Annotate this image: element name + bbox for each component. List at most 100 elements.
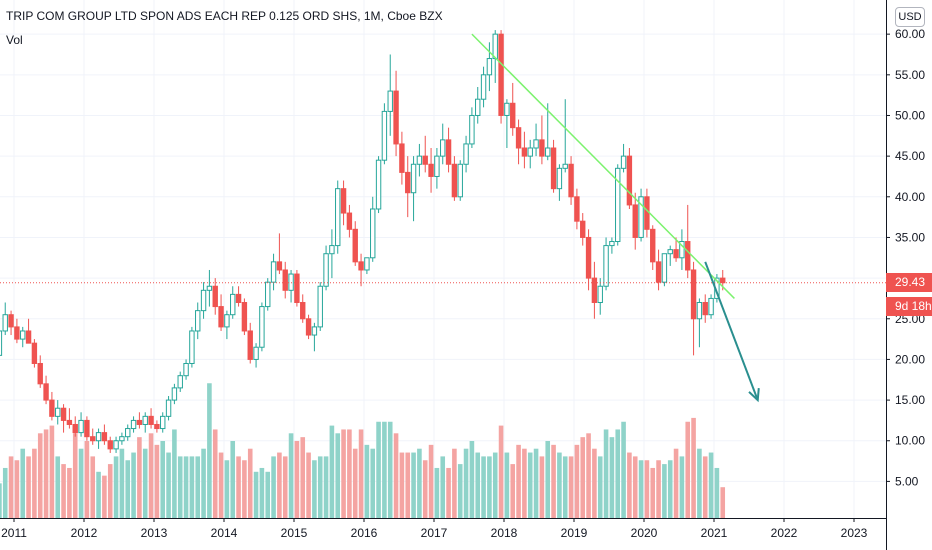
candlesticks <box>0 30 726 453</box>
candle-body <box>200 289 207 312</box>
candle-body <box>550 147 557 190</box>
volume-legend[interactable]: Vol <box>6 33 23 47</box>
time-tick-label: 2011 <box>1 526 27 540</box>
volume-bar <box>399 452 405 518</box>
candle-body <box>585 236 592 279</box>
candle-body <box>171 387 178 401</box>
candle-body <box>206 285 213 291</box>
volume-bar <box>212 429 218 518</box>
volume-bar <box>189 456 195 518</box>
volume-bar <box>2 467 8 518</box>
volume-bar <box>562 456 568 518</box>
volume-bar <box>452 448 457 518</box>
volume-bar <box>621 421 626 518</box>
candle-body <box>539 139 545 157</box>
time-tick-label: 2013 <box>141 526 168 540</box>
volume-bar <box>300 437 306 518</box>
candle-body <box>8 314 14 328</box>
volume-bar <box>405 452 411 518</box>
time-tick-label: 2017 <box>421 526 448 540</box>
candle-body <box>66 419 73 425</box>
volume-bar <box>90 456 96 518</box>
candle-body <box>282 269 288 291</box>
price-tick-label: 5.00 <box>895 474 919 488</box>
volume-bar <box>609 437 615 518</box>
volume-bar <box>37 433 43 518</box>
candle-body <box>685 241 691 271</box>
candle-body <box>142 415 148 425</box>
volume-bar <box>96 471 101 518</box>
volume-bar <box>55 456 61 518</box>
volume-bar <box>317 456 323 518</box>
volume-bar <box>148 433 154 518</box>
candle-body <box>230 293 236 316</box>
horizontal-gridlines <box>0 33 886 482</box>
candle-body <box>113 440 119 450</box>
candle-body <box>434 155 440 177</box>
volume-bar <box>411 452 416 518</box>
volume-bar <box>271 456 276 518</box>
candle-body <box>370 208 376 259</box>
drawings <box>0 33 886 403</box>
candle-body <box>358 261 364 271</box>
volume-bar <box>323 456 329 518</box>
volume-bar <box>481 456 486 518</box>
volume-bar <box>592 448 597 518</box>
volume-bar <box>498 425 504 518</box>
volume-bar <box>358 429 364 518</box>
volume-bar <box>242 460 247 518</box>
volume-bar <box>329 425 335 518</box>
volume-bar <box>131 452 136 518</box>
candle-body <box>422 155 428 165</box>
candle-body <box>562 163 568 169</box>
volume-bar <box>265 471 271 518</box>
candle-body <box>125 428 131 438</box>
volume-bar <box>446 467 451 518</box>
candle-body <box>568 163 574 198</box>
candle-body <box>177 375 183 389</box>
currency-button[interactable]: USD <box>895 7 925 27</box>
volume-bar <box>84 441 90 518</box>
candle-body <box>235 293 242 304</box>
volume-bar <box>510 464 516 518</box>
candle-body <box>387 90 393 112</box>
candle-body <box>259 306 265 348</box>
volume-bar <box>574 444 580 518</box>
volume-bar <box>504 452 510 518</box>
candle-body <box>469 114 475 145</box>
candle-body <box>498 33 504 116</box>
candle-body <box>101 432 108 442</box>
volume-bar <box>253 471 259 518</box>
candle-body <box>451 163 458 198</box>
volume-bar <box>627 452 632 518</box>
volume-bar <box>644 460 650 518</box>
candle-body <box>340 188 347 214</box>
symbol-title[interactable]: TRIP COM GROUP LTD SPON ADS EACH REP 0.1… <box>6 9 443 23</box>
price-tick-label: 45.00 <box>895 149 925 163</box>
volume-bar <box>557 452 562 518</box>
candle-body <box>597 285 603 304</box>
candle-body <box>475 98 481 116</box>
candle-body <box>440 139 446 157</box>
volume-bar <box>166 452 171 518</box>
volume-bar <box>662 464 667 518</box>
volume-bar <box>107 464 113 518</box>
candle-body <box>346 212 353 230</box>
volume-bar <box>393 433 399 518</box>
time-tick-label: 2016 <box>351 526 378 540</box>
candle-body <box>591 277 598 304</box>
volume-bar <box>516 444 521 518</box>
candle-body <box>90 436 96 442</box>
candle-body <box>644 196 650 230</box>
volume-bar <box>691 417 696 518</box>
volume-bar <box>417 448 422 518</box>
candle-body <box>288 273 294 291</box>
candle-body <box>410 163 417 194</box>
candle-body <box>696 302 703 320</box>
candle-body <box>195 310 201 332</box>
candle-body <box>690 269 697 320</box>
candle-body <box>136 419 143 425</box>
volume-bar <box>650 467 656 518</box>
candle-body <box>416 155 423 165</box>
